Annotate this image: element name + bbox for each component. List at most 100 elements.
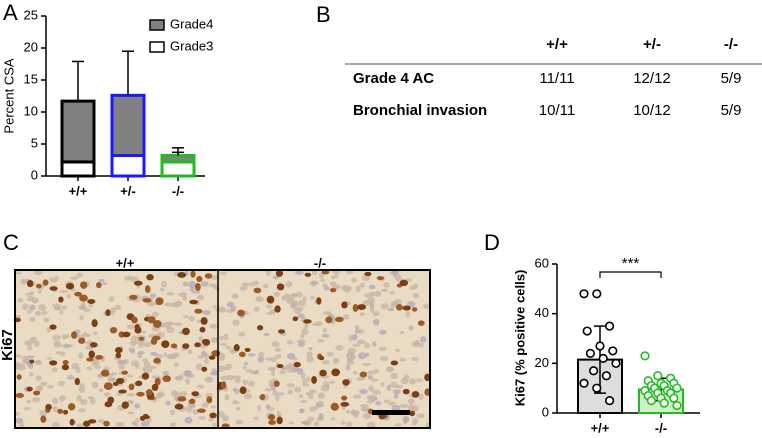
nucleus <box>325 384 330 390</box>
stained-nucleus <box>276 416 283 425</box>
x-tick-label: -/- <box>172 183 184 198</box>
nucleus <box>408 325 414 331</box>
nucleus <box>232 375 242 380</box>
nucleus <box>202 309 211 316</box>
nucleus <box>18 364 26 371</box>
nucleus <box>289 421 295 425</box>
nucleus <box>76 272 84 278</box>
nucleus <box>80 399 88 406</box>
x-tick-label: +/+ <box>591 420 610 435</box>
nucleus <box>130 360 140 367</box>
nucleus <box>416 413 425 419</box>
micrograph <box>13 268 431 429</box>
stained-nucleus <box>87 419 97 424</box>
nucleus <box>31 299 38 304</box>
nucleus <box>219 271 228 276</box>
nucleus <box>127 324 136 330</box>
nucleus <box>69 276 79 280</box>
nucleus <box>77 408 86 413</box>
nucleus <box>58 395 67 401</box>
nucleus <box>307 416 315 422</box>
stained-nucleus <box>208 355 216 360</box>
nucleus <box>399 358 407 362</box>
nucleus <box>272 390 279 397</box>
stained-nucleus <box>278 329 286 334</box>
nucleus <box>215 307 223 313</box>
nucleus <box>196 384 205 389</box>
y-tick-label: 0 <box>31 167 38 182</box>
nucleus <box>317 392 326 400</box>
nucleus <box>332 357 339 365</box>
image-label: +/+ <box>116 255 135 270</box>
nucleus <box>370 394 376 400</box>
nucleus <box>266 407 275 411</box>
stained-nucleus <box>131 316 138 324</box>
nucleus <box>345 409 351 414</box>
row-label: Grade 4 AC <box>353 70 434 87</box>
nucleus <box>66 376 75 380</box>
nucleus <box>241 282 250 287</box>
nucleus <box>243 393 253 400</box>
nucleus <box>242 365 247 370</box>
nucleus <box>127 276 136 280</box>
nucleus <box>320 277 325 283</box>
nucleus <box>40 381 48 387</box>
nucleus <box>166 291 175 296</box>
nucleus <box>308 347 313 351</box>
nucleus <box>362 407 367 412</box>
stained-nucleus <box>253 287 262 294</box>
nucleus <box>200 281 209 287</box>
nucleus <box>126 392 136 397</box>
nucleus <box>188 315 195 322</box>
nucleus <box>151 311 159 318</box>
nucleus <box>232 399 238 404</box>
stained-nucleus <box>78 337 86 344</box>
nucleus <box>368 385 374 392</box>
nucleus <box>254 369 259 375</box>
nucleus <box>217 365 226 373</box>
nucleus <box>23 406 31 411</box>
stained-nucleus <box>275 269 284 277</box>
stained-nucleus <box>201 338 209 345</box>
nucleus <box>372 389 381 395</box>
nucleus <box>230 305 237 312</box>
stained-nucleus <box>188 398 196 405</box>
nucleus <box>265 304 273 309</box>
stained-nucleus <box>103 420 110 427</box>
nucleus <box>33 340 40 348</box>
nucleus <box>224 394 230 401</box>
nucleus <box>408 302 416 306</box>
nucleus <box>184 416 193 424</box>
nucleus <box>391 404 401 412</box>
stained-nucleus <box>144 285 151 293</box>
nucleus <box>302 383 310 387</box>
bar-segment <box>60 160 96 178</box>
nucleus <box>14 314 21 319</box>
stained-nucleus <box>273 380 280 387</box>
nucleus <box>323 286 330 291</box>
bar-segment <box>110 93 146 158</box>
stained-nucleus <box>26 280 34 288</box>
nucleus <box>26 309 32 314</box>
nucleus <box>297 300 306 307</box>
nucleus <box>78 352 84 360</box>
nucleus <box>296 367 304 375</box>
nucleus <box>52 397 59 405</box>
stained-nucleus <box>266 295 275 304</box>
y-tick-label: 20 <box>535 355 549 370</box>
stained-nucleus <box>135 380 143 387</box>
nucleus <box>137 350 145 355</box>
bar-segment <box>60 99 96 164</box>
nucleus <box>232 387 238 392</box>
stained-nucleus <box>209 412 217 419</box>
y-tick-label: 25 <box>24 7 38 22</box>
nucleus <box>247 353 256 357</box>
row-label: Bronchial invasion <box>353 102 487 119</box>
nucleus <box>21 356 29 361</box>
table-cell: 10/12 <box>633 102 671 119</box>
nucleus <box>36 385 44 392</box>
nucleus <box>378 346 387 351</box>
nucleus <box>245 369 254 373</box>
nucleus <box>390 372 398 380</box>
stained-nucleus <box>133 280 143 286</box>
